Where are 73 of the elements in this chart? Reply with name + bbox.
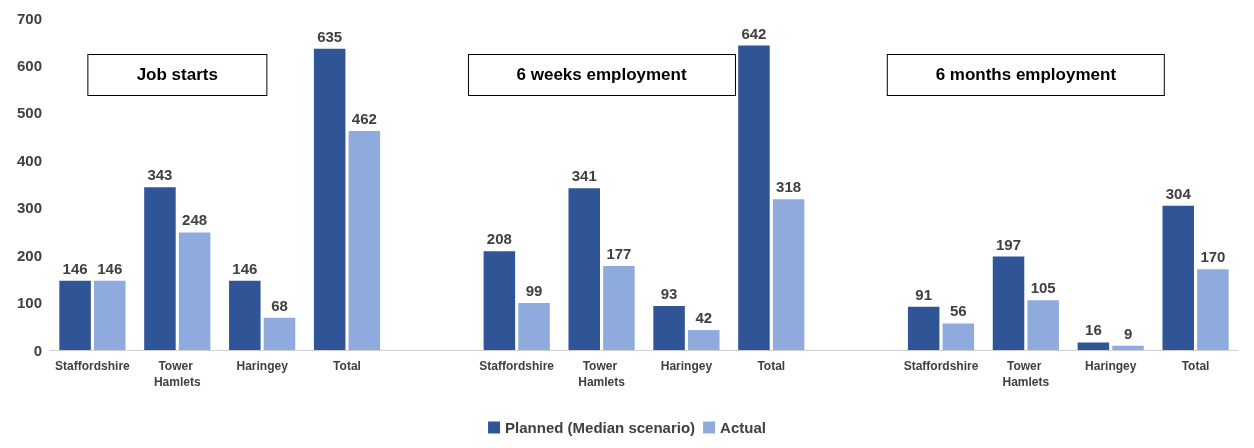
- bar: [1077, 342, 1110, 350]
- legend-label: Actual: [720, 419, 766, 436]
- y-tick-label: 100: [16, 294, 42, 312]
- legend-label: Planned (Median scenario): [505, 419, 696, 436]
- bar: [348, 130, 381, 350]
- data-label: 56: [949, 302, 967, 320]
- data-label: 343: [147, 166, 173, 184]
- x-tick-label: Total: [757, 359, 786, 373]
- data-label: 93: [660, 284, 678, 302]
- bar: [688, 330, 720, 350]
- data-label: 197: [996, 235, 1022, 253]
- bar: [907, 306, 940, 350]
- data-label: 177: [606, 245, 632, 263]
- bar: [229, 280, 261, 350]
- bar: [483, 251, 516, 350]
- data-label: 208: [486, 230, 512, 248]
- data-label: 635: [317, 27, 343, 45]
- data-label: 248: [182, 211, 208, 229]
- bar: [313, 48, 346, 350]
- y-tick-label: 400: [16, 151, 42, 169]
- data-label: 304: [1165, 184, 1192, 202]
- data-label: 462: [351, 109, 377, 127]
- bar: [653, 305, 685, 350]
- bar: [1027, 300, 1059, 350]
- x-tick-label: Tower Hamlets: [1002, 359, 1050, 389]
- y-tick-label: 700: [16, 9, 42, 27]
- y-tick-label: 600: [16, 56, 42, 74]
- data-label: 341: [571, 167, 597, 185]
- data-label: 170: [1200, 248, 1226, 266]
- annotation: Job starts: [87, 54, 267, 96]
- x-tick-label: Total: [333, 359, 361, 373]
- data-label: 91: [915, 285, 933, 303]
- bar: [178, 232, 211, 350]
- data-label: 9: [1123, 324, 1133, 342]
- data-label: 99: [525, 282, 543, 300]
- x-tick-label: Haringey: [660, 359, 713, 373]
- bar: [263, 317, 296, 350]
- bar: [772, 199, 805, 350]
- x-tick-label: Staffordshire: [479, 359, 555, 373]
- bar: [1162, 205, 1194, 350]
- x-tick-label: Total: [1181, 359, 1210, 373]
- data-label: 105: [1030, 279, 1056, 297]
- annotation: 6 months employment: [886, 54, 1166, 96]
- bar: [94, 280, 126, 350]
- x-tick-label: Staffordshire: [903, 359, 979, 373]
- bar: [144, 187, 176, 350]
- bar: [518, 303, 550, 350]
- x-tick-label: Haringey: [1085, 359, 1137, 373]
- bar: [1112, 345, 1144, 350]
- data-label: 146: [97, 259, 123, 277]
- bar: [992, 256, 1025, 350]
- bar: [738, 45, 770, 350]
- bar: [568, 188, 600, 350]
- data-label: 642: [741, 24, 767, 42]
- x-tick-label: Tower Hamlets: [578, 359, 626, 389]
- x-tick-label: Tower Hamlets: [153, 359, 201, 389]
- annotation: 6 weeks employment: [467, 54, 736, 96]
- data-label: 68: [271, 296, 288, 314]
- x-tick-label: Staffordshire: [55, 359, 131, 373]
- y-tick-label: 0: [33, 341, 42, 359]
- data-label: 318: [776, 178, 802, 196]
- data-label: 16: [1085, 321, 1102, 339]
- bar: [59, 280, 91, 350]
- data-label: 146: [232, 259, 258, 277]
- x-tick-label: Haringey: [236, 359, 289, 373]
- bar: [1197, 269, 1229, 350]
- y-tick-label: 500: [16, 104, 42, 122]
- bar: [603, 266, 635, 350]
- y-tick-label: 200: [16, 246, 42, 264]
- y-tick-label: 300: [16, 199, 42, 217]
- bar: [942, 323, 975, 350]
- data-label: 146: [62, 259, 88, 277]
- data-label: 42: [695, 309, 713, 327]
